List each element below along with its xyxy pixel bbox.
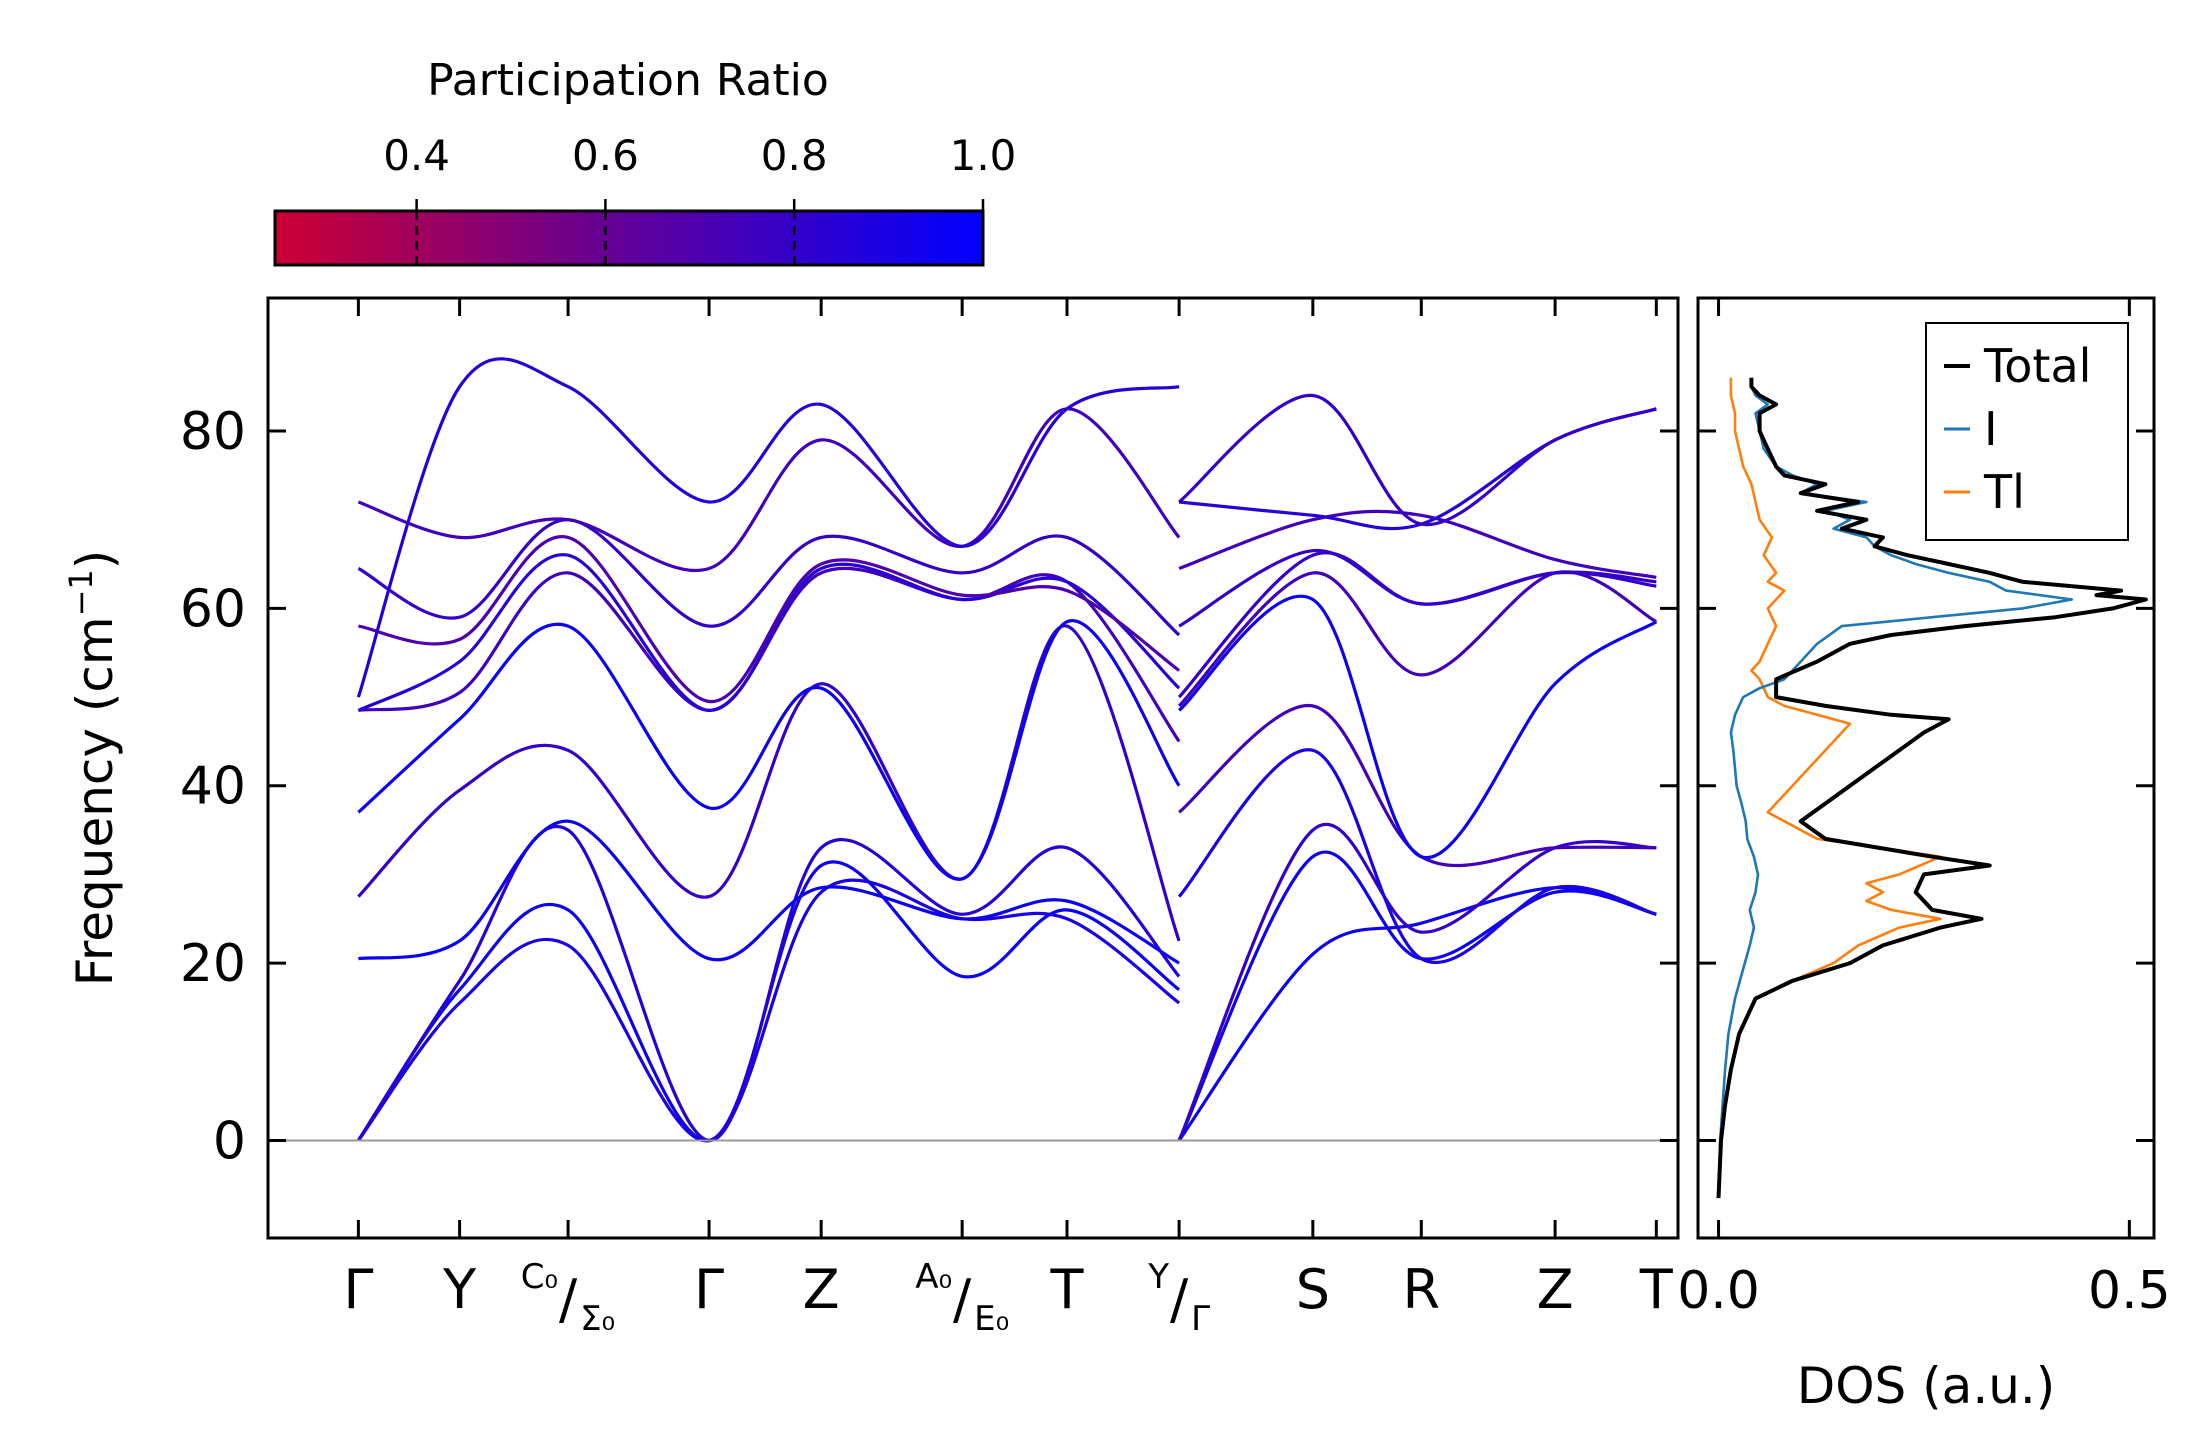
kpoint-label-end: E₀ (974, 1299, 1009, 1339)
dos-lines (1716, 377, 2148, 1199)
kpoint-label: T (1639, 1258, 1674, 1321)
band-lines (356, 357, 1658, 1143)
dos-xtick-label: 0.0 (1677, 1261, 1760, 1321)
kpoint-label: Γ (694, 1258, 724, 1321)
colorbar-tick-label: 0.8 (761, 131, 828, 180)
kpoint-label: Y (442, 1258, 477, 1321)
dos-line-total (1716, 377, 2148, 1199)
dos-plot-frame (1696, 296, 2156, 1240)
kpoint-label-start: Y (1147, 1257, 1169, 1297)
kpoint-label: Z (1537, 1258, 1574, 1321)
colorbar-label: Participation Ratio (427, 55, 829, 106)
kpoint-label-slash: / (559, 1268, 578, 1331)
colorbar-tick-label: 0.6 (572, 131, 639, 180)
band-line (1177, 822, 1657, 1142)
dos-xlabel: DOS (a.u.) (1797, 1357, 2056, 1415)
band-line (1178, 509, 1657, 579)
kpoint-label: Z (803, 1258, 840, 1321)
dos-panel: 0.0 0.5 DOS (a.u.) Total I Tl (1677, 296, 2171, 1415)
ylabel-text: Frequency (cm (66, 616, 124, 986)
band-line (1178, 393, 1657, 527)
band-line (1178, 549, 1657, 628)
legend-items: Total I Tl (1944, 339, 2091, 519)
kpoint-label-end: Γ (1191, 1299, 1210, 1339)
ylabel-close-paren: ) (66, 550, 124, 570)
kpoint-label: S (1296, 1258, 1330, 1321)
band-line (358, 819, 1180, 965)
band-line (1177, 570, 1658, 708)
band-line (357, 407, 1181, 572)
band-line (356, 357, 1180, 698)
band-line (357, 518, 1181, 637)
colorbar-bar (273, 209, 985, 267)
band-line (357, 624, 1181, 942)
legend-label-i: I (1984, 402, 1998, 456)
band-ytick-label: 60 (180, 579, 246, 639)
band-ytick-label: 40 (180, 757, 246, 817)
kpoint-label-start: A₀ (915, 1257, 952, 1297)
band-line (358, 535, 1181, 704)
kpoint-label-slash: / (953, 1268, 972, 1331)
kpoint-label: R (1403, 1258, 1441, 1321)
band-line (357, 825, 1181, 1143)
band-ytick-label: 80 (180, 402, 246, 462)
band-line (1177, 748, 1657, 964)
kpoint-label-slash: / (1170, 1268, 1189, 1331)
band-line (1177, 850, 1657, 1142)
colorbar: Participation Ratio 0.4 0.6 0.8 1.0 (273, 55, 1016, 267)
band-line (1178, 594, 1658, 860)
kpoint-label: T (1050, 1258, 1085, 1321)
dos-legend: Total I Tl (1925, 322, 2129, 541)
legend-label-tl: Tl (1983, 465, 2025, 519)
legend-box (1925, 322, 2129, 541)
band-y-axis: 0 20 40 60 80 (180, 402, 1678, 1171)
dos-line-tl (1717, 377, 1942, 1199)
kpoint-label-end: Σ₀ (580, 1299, 615, 1339)
band-line (1177, 886, 1657, 1142)
dos-y-ticks (1698, 429, 2154, 1142)
kpoint-label: Γ (343, 1258, 373, 1321)
band-ytick-label: 20 (180, 934, 246, 994)
legend-label-total: Total (1983, 339, 2091, 393)
band-line (357, 619, 1181, 881)
band-line (357, 553, 1181, 713)
kpoint-label-start: C₀ (521, 1257, 558, 1297)
colorbar-ticks: 0.4 0.6 0.8 1.0 (383, 131, 1016, 265)
band-plot-frame (266, 296, 1680, 1240)
band-ytick-label: 0 (213, 1111, 246, 1171)
band-ylabel: Frequency (cm−1) (62, 550, 124, 987)
ylabel-superscript: −1 (62, 569, 100, 616)
dos-x-axis: 0.0 0.5 (1677, 298, 2171, 1321)
band-line (358, 566, 1181, 743)
dos-xtick-label: 0.5 (2088, 1261, 2171, 1321)
colorbar-tick-label: 1.0 (950, 131, 1017, 180)
band-kpoint-axis: Γ Y C₀ / Σ₀ Γ Z A₀ / E₀ T Y / Γ S R Z T (343, 298, 1674, 1339)
colorbar-tick-label: 0.4 (383, 131, 450, 180)
